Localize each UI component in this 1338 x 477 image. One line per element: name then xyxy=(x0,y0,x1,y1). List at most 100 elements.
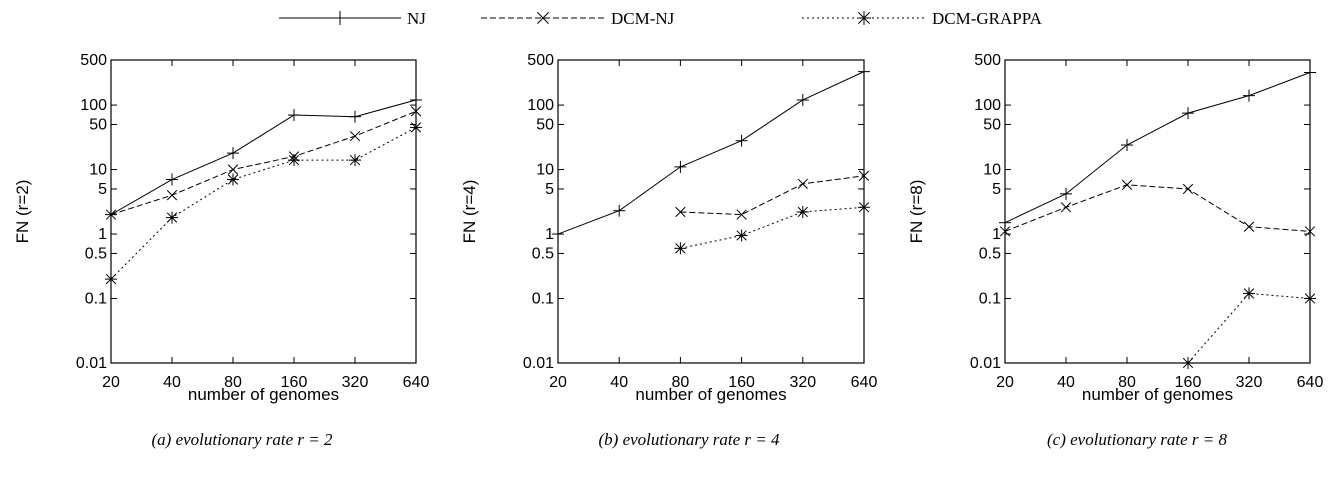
y-tick-label: 100 xyxy=(80,97,107,114)
data-point xyxy=(349,130,361,142)
data-point xyxy=(999,216,1011,229)
x-tick-label: 160 xyxy=(281,374,308,391)
data-point xyxy=(410,121,422,134)
legend-marker xyxy=(537,12,549,24)
data-point xyxy=(674,242,687,255)
series-dcm-grappa xyxy=(674,201,870,255)
x-tick-label: 160 xyxy=(1175,374,1202,391)
series-nj xyxy=(105,93,422,221)
x-tick-label: 320 xyxy=(342,374,369,391)
x-tick-label: 320 xyxy=(789,374,816,391)
data-point xyxy=(166,173,178,186)
x-tick-label: 80 xyxy=(1118,374,1136,391)
legend-label: NJ xyxy=(407,9,426,28)
series-line xyxy=(680,206,865,249)
x-axis-label: number of genomes xyxy=(188,385,339,404)
y-tick-label: 500 xyxy=(974,52,1001,69)
data-point xyxy=(1060,202,1072,213)
data-point xyxy=(675,206,686,218)
y-tick-label: 0.5 xyxy=(85,245,107,262)
series-line xyxy=(680,175,865,216)
data-point xyxy=(552,228,564,241)
x-tick-label: 320 xyxy=(1236,374,1263,391)
data-point xyxy=(999,226,1011,237)
x-tick-label: 160 xyxy=(728,374,755,391)
panel-caption: (c) evolutionary rate r = 8 xyxy=(1047,430,1228,449)
data-point xyxy=(858,170,870,181)
y-tick-label: 0.5 xyxy=(979,245,1001,262)
chart-panel-3: 0.01 0.1 0.5 1 5 10 50 100 500 20 40 80 160 320 640 num… xyxy=(907,52,1323,449)
y-tick-label: 5 xyxy=(992,181,1001,198)
plot-frame xyxy=(557,59,865,364)
y-tick-label: 1 xyxy=(545,226,554,243)
panel-caption: (a) evolutionary rate r = 2 xyxy=(152,430,333,449)
data-point xyxy=(1182,183,1194,195)
legend-marker xyxy=(857,11,871,25)
series-line xyxy=(110,110,417,216)
chart-panel-1: 0.01 0.1 0.5 1 5 10 50 100 500 20 40 80 160 320 640 num… xyxy=(13,52,429,449)
data-point xyxy=(1304,292,1316,305)
data-point xyxy=(349,154,361,167)
y-tick-label: 50 xyxy=(983,116,1001,133)
y-tick-label: 50 xyxy=(89,116,107,133)
data-point xyxy=(105,209,117,220)
data-point xyxy=(1243,89,1255,102)
x-tick-label: 80 xyxy=(672,374,690,391)
series-dcm-grappa xyxy=(105,121,422,286)
data-point xyxy=(1243,287,1255,300)
data-point xyxy=(1243,221,1255,232)
legend-label: DCM-GRAPPA xyxy=(932,9,1043,28)
y-tick-label: 0.1 xyxy=(979,291,1001,308)
plot-frame xyxy=(1004,59,1311,364)
series-line xyxy=(1187,292,1311,364)
data-point xyxy=(858,201,870,214)
x-tick-label: 20 xyxy=(996,374,1014,391)
data-point xyxy=(166,211,178,224)
y-tick-label: 0.1 xyxy=(532,291,554,308)
y-tick-label: 10 xyxy=(983,162,1001,179)
data-point xyxy=(797,178,808,190)
x-axis-label: number of genomes xyxy=(1082,385,1233,404)
x-tick-label: 40 xyxy=(610,374,628,391)
y-tick-label: 1 xyxy=(98,226,107,243)
data-point xyxy=(1182,357,1194,369)
data-point xyxy=(288,154,300,167)
data-point xyxy=(674,160,687,173)
legend-entry-dcm-nj: DCM-NJ xyxy=(481,9,675,28)
y-axis-label: FN (r=2) xyxy=(13,180,32,244)
series-line xyxy=(1004,72,1311,224)
y-tick-label: 0.01 xyxy=(523,355,554,372)
legend-entry-dcm-grappa: DCM-GRAPPA xyxy=(802,9,1043,28)
data-point xyxy=(288,109,300,122)
data-point xyxy=(227,164,239,175)
x-axis-label: number of genomes xyxy=(635,385,786,404)
y-tick-label: 1 xyxy=(992,226,1001,243)
data-point xyxy=(349,110,361,123)
series-dcm-grappa xyxy=(1182,287,1316,369)
data-point xyxy=(105,273,117,286)
data-point xyxy=(1182,107,1194,120)
y-tick-label: 0.1 xyxy=(85,291,107,308)
series-dcm-nj xyxy=(999,179,1316,237)
y-tick-label: 500 xyxy=(80,52,107,69)
data-point xyxy=(227,173,239,186)
series-nj xyxy=(999,66,1316,229)
legend-label: DCM-NJ xyxy=(611,9,675,28)
x-tick-label: 640 xyxy=(403,374,430,391)
y-tick-label: 0.01 xyxy=(970,355,1001,372)
data-point xyxy=(858,65,870,78)
data-point xyxy=(796,93,809,106)
x-tick-label: 40 xyxy=(163,374,181,391)
data-point xyxy=(735,134,748,147)
y-tick-label: 10 xyxy=(89,162,107,179)
data-point xyxy=(1304,66,1316,79)
x-tick-label: 20 xyxy=(549,374,567,391)
data-point xyxy=(735,229,748,242)
y-tick-label: 500 xyxy=(527,52,554,69)
x-tick-label: 20 xyxy=(102,374,120,391)
y-axis-label: FN (r=4) xyxy=(460,180,479,244)
data-point xyxy=(410,93,422,106)
series-line xyxy=(557,71,865,235)
y-tick-label: 100 xyxy=(974,97,1001,114)
